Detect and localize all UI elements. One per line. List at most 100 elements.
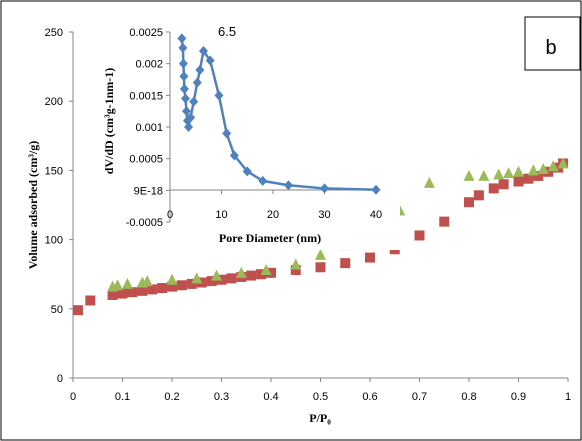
diamond-marker xyxy=(184,122,194,132)
main-x-tick-label: 0.8 xyxy=(461,391,476,403)
triangle-marker xyxy=(260,264,272,276)
main-y-ticks: 0 50 100 150 200 250 xyxy=(45,27,73,385)
inset-y-tick-label: 9E-18 xyxy=(134,185,163,197)
square-marker xyxy=(266,267,276,278)
diamond-marker xyxy=(198,46,208,56)
inset-y-tick-label: 0.0005 xyxy=(129,154,163,166)
diamond-marker xyxy=(371,184,381,195)
panel-label-box xyxy=(524,16,581,71)
inset-y-axis-title: dV/dD (cm³g-1nm-1) xyxy=(102,68,116,175)
inset-x-tick-label: 40 xyxy=(370,209,382,221)
main-x-tick-label: 0.7 xyxy=(412,391,427,403)
triangle-marker xyxy=(513,165,524,177)
main-x-tick-label: 0.9 xyxy=(511,391,526,403)
square-marker xyxy=(473,190,484,201)
triangle-marker xyxy=(493,168,505,180)
square-marker xyxy=(157,283,168,294)
inset-y-tick-label: 0.001 xyxy=(135,122,163,134)
inset-y-tick-label: 0.002 xyxy=(135,59,163,71)
diamond-marker xyxy=(189,96,199,107)
diamond-marker xyxy=(181,106,191,117)
inset-peak-annotation: 6.5 xyxy=(218,24,236,39)
inset-background xyxy=(100,16,400,250)
inset-x-tick-label: 10 xyxy=(215,209,227,221)
inset-x-ticks: 0 10 20 30 40 xyxy=(167,190,382,221)
triangle-marker xyxy=(315,248,326,260)
square-marker xyxy=(246,270,257,281)
triangle-marker xyxy=(211,269,223,281)
triangle-marker xyxy=(478,169,490,181)
diamond-marker xyxy=(179,71,189,82)
square-marker xyxy=(439,216,450,227)
square-marker xyxy=(488,183,499,194)
square-marker xyxy=(186,278,197,289)
triangle-marker xyxy=(527,164,539,176)
triangle-marker xyxy=(423,176,435,188)
inset-x-axis-title: Pore Diameter (nm) xyxy=(219,231,321,245)
diamond-marker xyxy=(205,55,215,66)
main-x-tick-label: 0.4 xyxy=(263,391,278,403)
main-y-tick-label: 100 xyxy=(45,235,63,247)
square-marker xyxy=(290,265,301,276)
main-y-tick-label: 200 xyxy=(45,96,63,108)
square-marker xyxy=(107,289,118,300)
square-marker xyxy=(206,276,217,287)
panel-label: b xyxy=(545,37,556,59)
inset-x-tick-label: 20 xyxy=(267,209,279,221)
diamond-marker xyxy=(178,42,188,53)
diamond-marker xyxy=(177,33,187,44)
inset-marks xyxy=(177,33,381,195)
main-y-tick-label: 0 xyxy=(57,373,63,385)
diamond-marker xyxy=(229,150,239,161)
square-marker xyxy=(176,280,187,291)
main-x-tick-label: 0.5 xyxy=(313,391,328,403)
main-y-tick-label: 150 xyxy=(45,165,63,177)
inset-plot: 0 10 20 30 40 -0.0005 9E-18 0.0005 0.001 0.0015 0… xyxy=(100,16,400,250)
main-x-ticks: 0 0.1 0.2 0.3 0.4 0.5 0.6 0.7 0.8 0.9 1 xyxy=(70,378,571,403)
triangle-marker xyxy=(463,169,475,181)
square-marker xyxy=(147,284,158,295)
square-marker xyxy=(72,305,83,316)
main-y-tick-label: 250 xyxy=(45,27,63,39)
diamond-marker xyxy=(242,166,252,177)
triangle-marker xyxy=(537,163,549,175)
main-x-tick-label: 0 xyxy=(70,391,76,403)
square-marker xyxy=(85,295,96,306)
square-marker xyxy=(414,230,425,241)
main-y-tick-label: 50 xyxy=(51,304,63,316)
square-marker xyxy=(513,176,524,187)
triangle-marker xyxy=(141,275,153,287)
square-marker xyxy=(543,166,554,177)
square-marker xyxy=(127,287,138,298)
main-x-tick-label: 0.6 xyxy=(362,391,377,403)
square-marker xyxy=(137,285,148,296)
square-marker xyxy=(533,170,544,181)
main-x-tick-label: 0.2 xyxy=(164,391,179,403)
triangle-marker xyxy=(166,273,178,285)
triangle-marker xyxy=(290,258,302,270)
square-marker xyxy=(464,197,474,208)
square-marker xyxy=(117,288,128,299)
diamond-marker xyxy=(192,77,202,88)
inset-x-tick-label: 0 xyxy=(167,209,173,221)
main-x-tick-label: 1 xyxy=(565,391,571,403)
square-marker xyxy=(523,173,534,184)
square-marker xyxy=(315,262,326,273)
diamond-marker xyxy=(258,175,268,186)
diamond-marker xyxy=(179,84,189,94)
square-marker xyxy=(498,179,509,190)
square-marker xyxy=(340,258,351,269)
diamond-marker xyxy=(186,112,196,123)
diamond-marker xyxy=(320,183,329,194)
square-marker xyxy=(226,273,237,284)
main-marks xyxy=(72,157,569,316)
square-marker xyxy=(167,281,177,292)
triangle-marker xyxy=(235,266,247,278)
diamond-marker xyxy=(180,93,190,104)
diamond-marker xyxy=(283,180,293,191)
main-x-tick-label: 0.3 xyxy=(214,391,229,403)
triangle-marker xyxy=(112,279,124,291)
diamond-marker xyxy=(222,128,232,139)
diamond-marker xyxy=(195,65,205,75)
